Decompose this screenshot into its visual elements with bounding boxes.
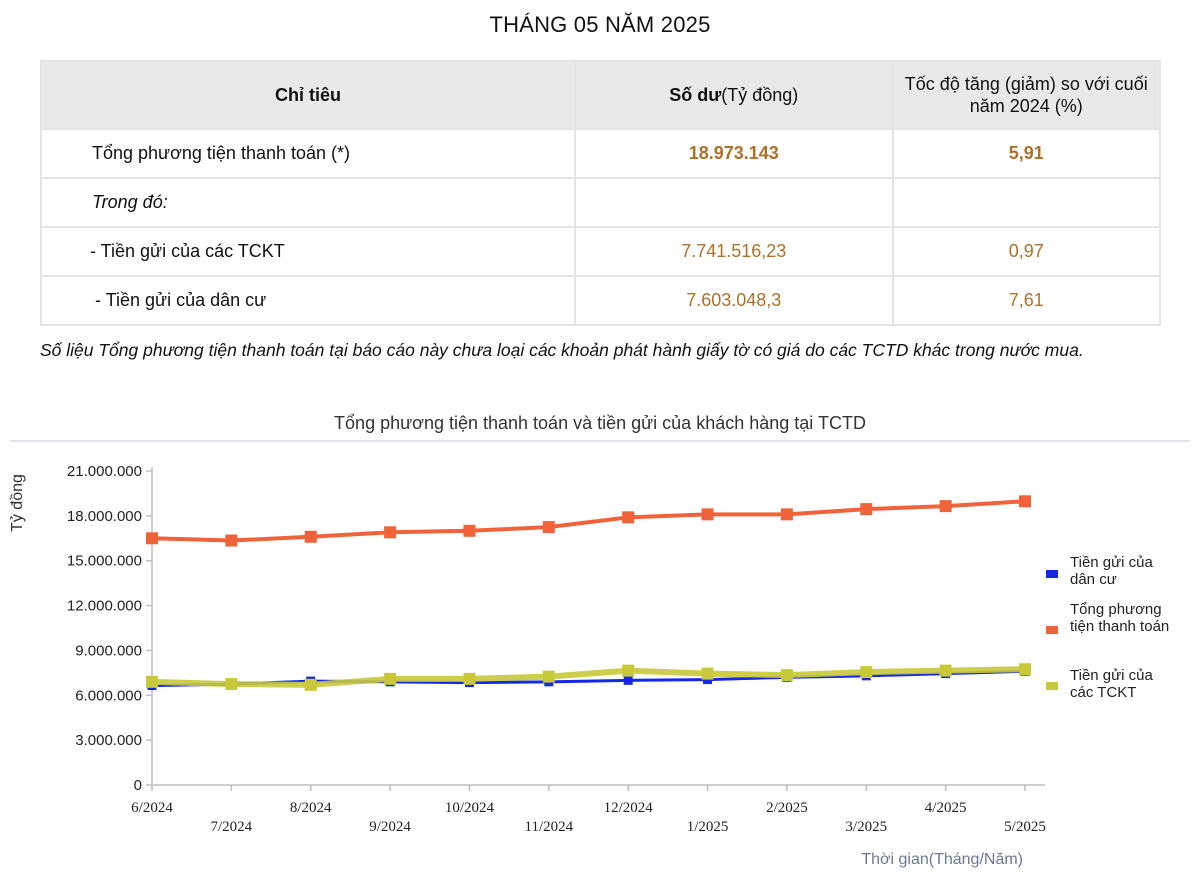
data-point (860, 503, 873, 516)
row-growth: 7,61 (891, 275, 1162, 326)
x-tick-label: 1/2025 (687, 819, 729, 835)
chart-title: Tổng phương tiện thanh toán và tiền gửi … (334, 413, 866, 433)
data-point (701, 508, 714, 521)
x-tick-label: 6/2024 (131, 800, 173, 816)
legend-swatch (1046, 682, 1058, 690)
x-tick-label: 2/2025 (766, 800, 808, 816)
x-tick-label: 7/2024 (211, 819, 253, 835)
x-tick-label: 8/2024 (290, 800, 332, 816)
data-point (860, 666, 873, 679)
row-balance: 7.603.048,3 (574, 275, 894, 326)
x-tick-label: 5/2025 (1004, 819, 1046, 835)
x-tick-label: 12/2024 (604, 800, 654, 816)
row-label: - Tiền gửi của các TCKT (39, 226, 577, 277)
chart-divider (10, 440, 1190, 442)
table-header-row: Chỉ tiêu Số dư(Tỷ đồng) Tốc độ tăng (giả… (39, 60, 1162, 130)
data-point (225, 534, 238, 547)
data-point (780, 508, 793, 521)
data-point (146, 532, 158, 545)
footnote: Số liệu Tổng phương tiện thanh toán tại … (40, 340, 1084, 360)
x-tick-label: 3/2025 (845, 819, 887, 835)
data-point (622, 511, 635, 524)
row-balance (574, 177, 894, 228)
x-tick-label: 11/2024 (525, 819, 574, 835)
table-row: Trong đó: (39, 177, 1162, 228)
data-point (542, 670, 555, 683)
x-tick-label: 9/2024 (369, 819, 411, 835)
y-tick-label: 18.000.000 (67, 508, 142, 525)
header-growth: Tốc độ tăng (giảm) so với cuối năm 2024 … (891, 60, 1162, 130)
legend-swatch (1046, 626, 1058, 634)
row-balance: 18.973.143 (574, 128, 894, 179)
header-balance-bold: Số dư (669, 84, 722, 105)
row-balance: 7.741.516,23 (574, 226, 894, 277)
y-tick-label: 6.000.000 (75, 687, 142, 704)
row-growth (891, 177, 1162, 228)
data-point (939, 664, 952, 677)
data-point (146, 675, 158, 688)
x-tick-label: 10/2024 (445, 800, 495, 816)
page-title: THÁNG 05 NĂM 2025 (489, 12, 711, 37)
series-line (151, 666, 1026, 688)
data-point (701, 667, 714, 680)
table-row: Tổng phương tiện thanh toán (*) 18.973.1… (39, 128, 1162, 179)
row-label: - Tiền gửi của dân cư (39, 275, 577, 326)
y-tick-label: 0 (134, 777, 142, 794)
table-row: - Tiền gửi của các TCKT 7.741.516,23 0,9… (39, 226, 1162, 277)
row-growth: 0,97 (891, 226, 1162, 277)
row-label: Trong đó: (39, 177, 577, 228)
legend-label: Tiền gửi của dân cư (1070, 554, 1153, 588)
data-point (623, 675, 633, 685)
data-point (939, 500, 952, 513)
y-axis-label: Tỷ đồng (9, 474, 26, 532)
series-line (151, 499, 1026, 543)
data-point (463, 524, 476, 537)
legend-swatch (1046, 570, 1058, 578)
data-point (780, 669, 793, 682)
header-balance-unit: (Tỷ đồng) (721, 84, 799, 105)
data-point (225, 678, 238, 691)
data-point (304, 678, 317, 691)
data-point (304, 530, 317, 543)
x-tick-label: 4/2025 (925, 800, 967, 816)
y-tick-label: 15.000.000 (67, 553, 142, 570)
header-indicator: Chỉ tiêu (39, 60, 577, 130)
y-tick-label: 12.000.000 (67, 598, 142, 615)
x-axis-label: Thời gian(Tháng/Năm) (861, 851, 1023, 868)
data-point (384, 672, 397, 685)
data-point (542, 521, 555, 534)
legend-label: Tổng phương tiện thanh toán (1070, 601, 1170, 635)
y-tick-label: 21.000.000 (67, 463, 142, 480)
row-growth: 5,91 (891, 128, 1162, 179)
y-tick-label: 3.000.000 (75, 732, 142, 749)
data-point (384, 526, 397, 539)
y-tick-label: 9.000.000 (75, 642, 142, 659)
data-point (622, 664, 635, 677)
header-balance: Số dư(Tỷ đồng) (574, 60, 894, 130)
series-line (151, 669, 1026, 688)
data-point (1019, 663, 1031, 676)
data-point (463, 672, 476, 685)
legend-label: Tiền gửi của các TCKT (1070, 667, 1153, 701)
table-row: - Tiền gửi của dân cư 7.603.048,3 7,61 (39, 275, 1162, 326)
data-point (1019, 495, 1031, 508)
row-label: Tổng phương tiện thanh toán (*) (39, 128, 577, 179)
summary-table: Chỉ tiêu Số dư(Tỷ đồng) Tốc độ tăng (giả… (39, 60, 1162, 326)
